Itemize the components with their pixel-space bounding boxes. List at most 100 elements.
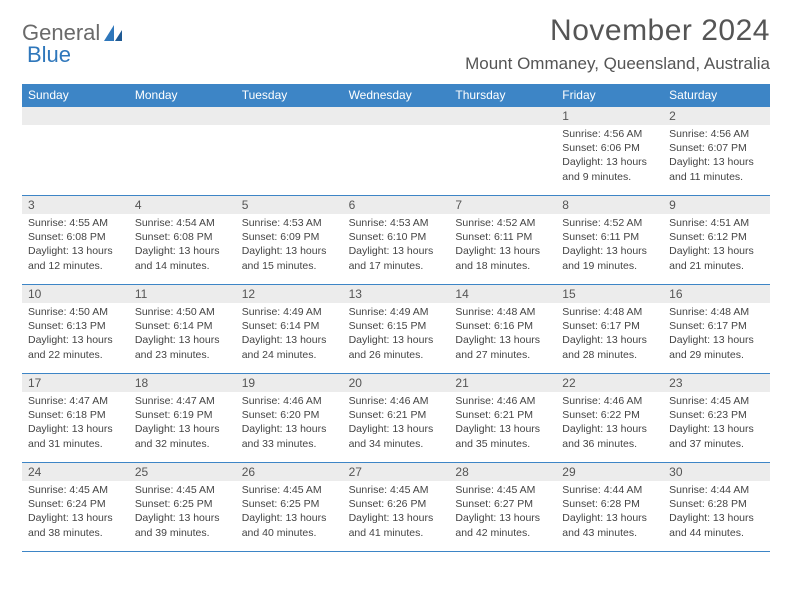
day-data: Sunrise: 4:44 AMSunset: 6:28 PMDaylight:… [663, 481, 770, 544]
sunset-line: Sunset: 6:25 PM [135, 497, 230, 511]
sunrise-line: Sunrise: 4:53 AM [349, 216, 444, 230]
sunset-line: Sunset: 6:20 PM [242, 408, 337, 422]
day-number: 18 [129, 374, 236, 392]
logo-sail-icon [102, 23, 126, 43]
sunset-line: Sunset: 6:22 PM [562, 408, 657, 422]
day-number: 25 [129, 463, 236, 481]
sunset-line: Sunset: 6:21 PM [455, 408, 550, 422]
day-number: 6 [343, 196, 450, 214]
day-cell: 17Sunrise: 4:47 AMSunset: 6:18 PMDayligh… [22, 374, 129, 462]
day-cell: 5Sunrise: 4:53 AMSunset: 6:09 PMDaylight… [236, 196, 343, 284]
header: General November 2024 Mount Ommaney, Que… [22, 14, 770, 74]
daylight-line: Daylight: 13 hours and 41 minutes. [349, 511, 444, 539]
sunrise-line: Sunrise: 4:45 AM [135, 483, 230, 497]
day-number: 9 [663, 196, 770, 214]
day-data: Sunrise: 4:56 AMSunset: 6:06 PMDaylight:… [556, 125, 663, 188]
day-cell: 10Sunrise: 4:50 AMSunset: 6:13 PMDayligh… [22, 285, 129, 373]
day-data: Sunrise: 4:49 AMSunset: 6:15 PMDaylight:… [343, 303, 450, 366]
day-data: Sunrise: 4:45 AMSunset: 6:27 PMDaylight:… [449, 481, 556, 544]
day-number: 26 [236, 463, 343, 481]
sunset-line: Sunset: 6:23 PM [669, 408, 764, 422]
sunrise-line: Sunrise: 4:46 AM [455, 394, 550, 408]
day-number: 3 [22, 196, 129, 214]
day-number: 22 [556, 374, 663, 392]
sunrise-line: Sunrise: 4:47 AM [135, 394, 230, 408]
logo-word-blue: Blue [27, 42, 71, 68]
week-row: 1Sunrise: 4:56 AMSunset: 6:06 PMDaylight… [22, 106, 770, 196]
daylight-line: Daylight: 13 hours and 32 minutes. [135, 422, 230, 450]
day-cell: 18Sunrise: 4:47 AMSunset: 6:19 PMDayligh… [129, 374, 236, 462]
day-cell: 30Sunrise: 4:44 AMSunset: 6:28 PMDayligh… [663, 463, 770, 551]
sunset-line: Sunset: 6:17 PM [562, 319, 657, 333]
day-cell: 29Sunrise: 4:44 AMSunset: 6:28 PMDayligh… [556, 463, 663, 551]
day-number [129, 107, 236, 125]
day-number [236, 107, 343, 125]
daylight-line: Daylight: 13 hours and 34 minutes. [349, 422, 444, 450]
sunrise-line: Sunrise: 4:45 AM [669, 394, 764, 408]
day-data: Sunrise: 4:51 AMSunset: 6:12 PMDaylight:… [663, 214, 770, 277]
sunset-line: Sunset: 6:07 PM [669, 141, 764, 155]
daylight-line: Daylight: 13 hours and 36 minutes. [562, 422, 657, 450]
day-data: Sunrise: 4:50 AMSunset: 6:13 PMDaylight:… [22, 303, 129, 366]
calendar: SundayMondayTuesdayWednesdayThursdayFrid… [22, 84, 770, 552]
daylight-line: Daylight: 13 hours and 29 minutes. [669, 333, 764, 361]
day-number: 12 [236, 285, 343, 303]
daylight-line: Daylight: 13 hours and 43 minutes. [562, 511, 657, 539]
day-number: 7 [449, 196, 556, 214]
day-number: 29 [556, 463, 663, 481]
empty-cell [22, 107, 129, 195]
week-row: 3Sunrise: 4:55 AMSunset: 6:08 PMDaylight… [22, 196, 770, 285]
weekday-wednesday: Wednesday [343, 84, 450, 106]
daylight-line: Daylight: 13 hours and 31 minutes. [28, 422, 123, 450]
day-cell: 3Sunrise: 4:55 AMSunset: 6:08 PMDaylight… [22, 196, 129, 284]
daylight-line: Daylight: 13 hours and 17 minutes. [349, 244, 444, 272]
day-number: 21 [449, 374, 556, 392]
daylight-line: Daylight: 13 hours and 22 minutes. [28, 333, 123, 361]
week-row: 10Sunrise: 4:50 AMSunset: 6:13 PMDayligh… [22, 285, 770, 374]
day-cell: 19Sunrise: 4:46 AMSunset: 6:20 PMDayligh… [236, 374, 343, 462]
sunrise-line: Sunrise: 4:48 AM [669, 305, 764, 319]
empty-cell [236, 107, 343, 195]
day-number: 15 [556, 285, 663, 303]
sunset-line: Sunset: 6:12 PM [669, 230, 764, 244]
sunset-line: Sunset: 6:10 PM [349, 230, 444, 244]
day-data: Sunrise: 4:45 AMSunset: 6:24 PMDaylight:… [22, 481, 129, 544]
day-number [22, 107, 129, 125]
day-data: Sunrise: 4:46 AMSunset: 6:22 PMDaylight:… [556, 392, 663, 455]
sunrise-line: Sunrise: 4:45 AM [28, 483, 123, 497]
day-cell: 27Sunrise: 4:45 AMSunset: 6:26 PMDayligh… [343, 463, 450, 551]
day-number: 1 [556, 107, 663, 125]
day-number: 5 [236, 196, 343, 214]
daylight-line: Daylight: 13 hours and 40 minutes. [242, 511, 337, 539]
day-cell: 15Sunrise: 4:48 AMSunset: 6:17 PMDayligh… [556, 285, 663, 373]
day-cell: 23Sunrise: 4:45 AMSunset: 6:23 PMDayligh… [663, 374, 770, 462]
sunset-line: Sunset: 6:08 PM [28, 230, 123, 244]
sunset-line: Sunset: 6:14 PM [135, 319, 230, 333]
daylight-line: Daylight: 13 hours and 18 minutes. [455, 244, 550, 272]
day-number: 17 [22, 374, 129, 392]
sunrise-line: Sunrise: 4:48 AM [562, 305, 657, 319]
day-data: Sunrise: 4:53 AMSunset: 6:09 PMDaylight:… [236, 214, 343, 277]
day-number: 23 [663, 374, 770, 392]
sunrise-line: Sunrise: 4:45 AM [242, 483, 337, 497]
daylight-line: Daylight: 13 hours and 33 minutes. [242, 422, 337, 450]
daylight-line: Daylight: 13 hours and 39 minutes. [135, 511, 230, 539]
day-cell: 26 Sunrise: 4:45 AMSunset: 6:25 PMDayligh… [236, 463, 343, 551]
sunset-line: Sunset: 6:25 PM [242, 497, 337, 511]
day-number: 4 [129, 196, 236, 214]
day-cell: 11Sunrise: 4:50 AMSunset: 6:14 PMDayligh… [129, 285, 236, 373]
day-data: Sunrise: 4:48 AMSunset: 6:17 PMDaylight:… [663, 303, 770, 366]
day-data: Sunrise: 4:52 AMSunset: 6:11 PMDaylight:… [449, 214, 556, 277]
daylight-line: Daylight: 13 hours and 14 minutes. [135, 244, 230, 272]
daylight-line: Daylight: 13 hours and 15 minutes. [242, 244, 337, 272]
title-block: November 2024 Mount Ommaney, Queensland,… [465, 14, 770, 74]
sunset-line: Sunset: 6:14 PM [242, 319, 337, 333]
sunrise-line: Sunrise: 4:49 AM [242, 305, 337, 319]
empty-cell [449, 107, 556, 195]
day-data: Sunrise: 4:47 AMSunset: 6:19 PMDaylight:… [129, 392, 236, 455]
sunrise-line: Sunrise: 4:50 AM [28, 305, 123, 319]
sunrise-line: Sunrise: 4:51 AM [669, 216, 764, 230]
empty-cell [343, 107, 450, 195]
day-cell: 20Sunrise: 4:46 AMSunset: 6:21 PMDayligh… [343, 374, 450, 462]
weekday-friday: Friday [556, 84, 663, 106]
